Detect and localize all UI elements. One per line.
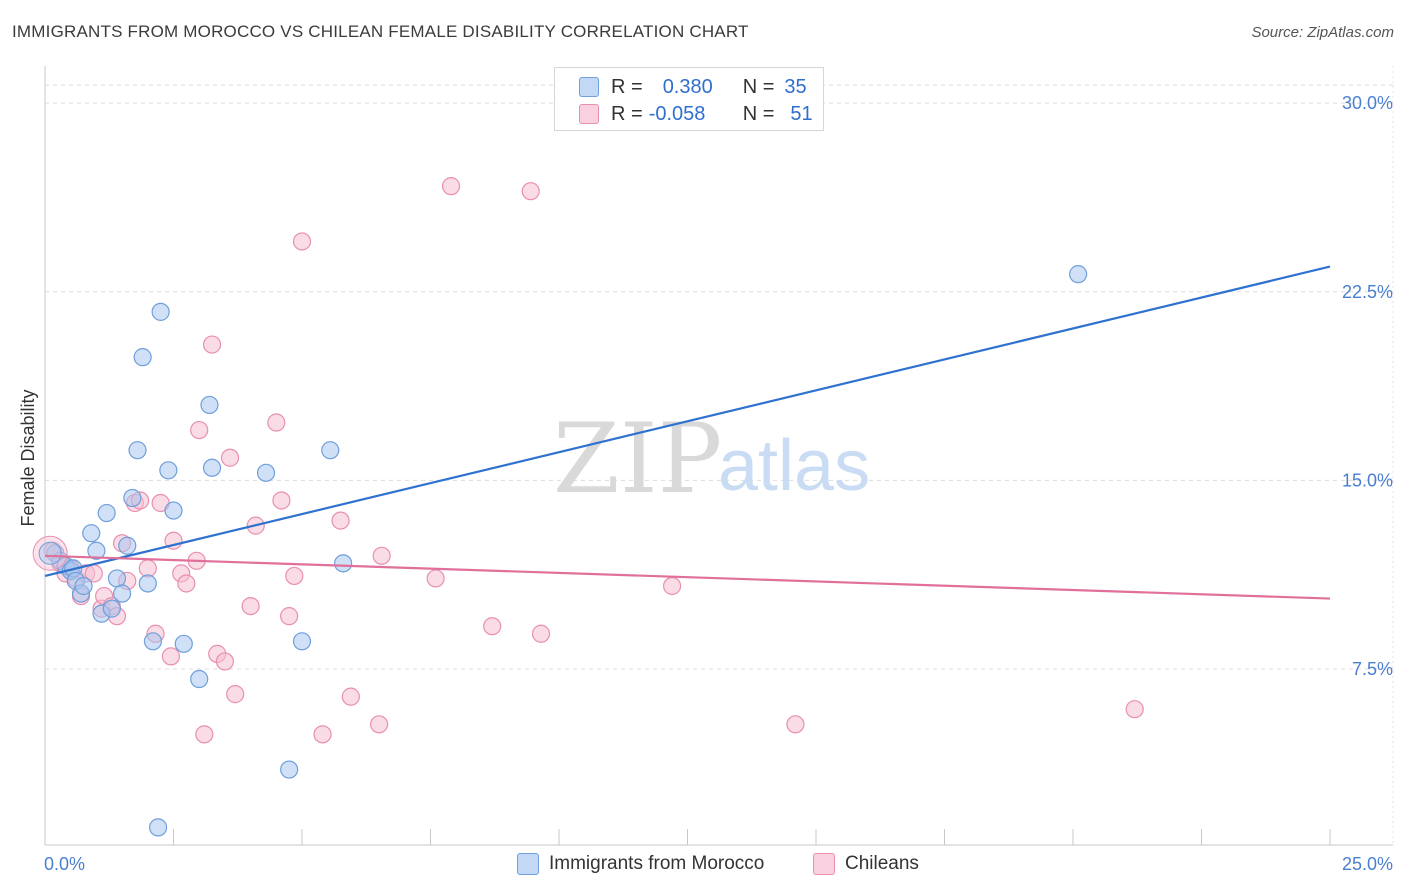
chileans-point	[272, 491, 291, 510]
bottom-legend-chileans: Chileans	[813, 851, 919, 877]
morocco-point	[174, 634, 193, 653]
morocco-point	[200, 395, 219, 415]
morocco-point	[123, 488, 142, 508]
gridlines	[45, 84, 1393, 670]
chileans-point	[226, 685, 245, 704]
morocco-point	[107, 569, 127, 588]
bottom-legend-swatch-pink	[813, 853, 835, 875]
legend-n-value: 35	[784, 75, 807, 98]
morocco-point	[280, 760, 299, 779]
morocco-point-large	[38, 541, 62, 565]
morocco-point	[148, 818, 168, 837]
chileans-point	[370, 715, 389, 734]
chileans-point	[267, 413, 286, 432]
y-axis-label: Female Disability	[18, 389, 38, 526]
chileans-point	[161, 647, 181, 666]
chileans-point	[441, 177, 461, 196]
legend-swatch-blue	[579, 77, 599, 97]
chileans-point	[521, 182, 540, 201]
morocco-point	[321, 441, 340, 460]
morocco-point	[118, 536, 137, 555]
chileans-point	[190, 420, 209, 440]
watermark-atlas: atlas	[718, 426, 870, 506]
bottom-legend-label-chileans: Chileans	[845, 853, 919, 874]
bottom-legend-morocco: Immigrants from Morocco	[517, 851, 764, 877]
chileans-point	[531, 624, 551, 643]
bottom-legend-swatch-blue	[517, 853, 539, 875]
morocco-point	[138, 574, 157, 593]
morocco-point	[82, 524, 101, 543]
watermark-zip: ZIP	[553, 403, 722, 515]
legend-n-label: N =	[742, 102, 775, 125]
chileans-point	[280, 607, 299, 626]
morocco-point	[97, 503, 116, 523]
morocco-point	[256, 463, 276, 482]
morocco-point	[128, 441, 147, 460]
morocco-point	[87, 541, 106, 560]
morocco-point	[74, 576, 93, 596]
axes	[44, 66, 1394, 846]
bottom-legend-label-morocco: Immigrants from Morocco	[549, 853, 765, 874]
chileans-point	[202, 335, 222, 354]
chileans-point	[1125, 700, 1144, 719]
morocco-point	[143, 632, 163, 651]
morocco-point	[151, 302, 170, 321]
morocco-point	[292, 632, 312, 651]
chileans-point	[292, 232, 312, 251]
data-points	[32, 177, 1144, 837]
chileans-point	[195, 725, 214, 744]
chileans-point	[786, 715, 805, 734]
chileans-point	[372, 546, 391, 565]
chileans-trend-line	[44, 554, 1331, 600]
source-label: Source: ZipAtlas.com	[1251, 24, 1394, 41]
chileans-point	[215, 652, 234, 671]
x-tick-label: 25.0%	[1342, 854, 1393, 874]
morocco-point	[102, 599, 121, 618]
chileans-point	[331, 511, 350, 530]
legend-r-value: -0.058	[648, 102, 706, 125]
morocco-point	[159, 461, 178, 480]
chileans-point	[483, 617, 502, 636]
legend-swatch-pink	[579, 104, 599, 124]
chileans-point	[313, 725, 332, 744]
morocco-point	[1069, 265, 1088, 284]
morocco-trend-line	[44, 265, 1331, 577]
morocco-point	[202, 458, 222, 477]
chileans-point	[662, 576, 682, 596]
chileans-point	[241, 596, 260, 616]
morocco-point	[112, 584, 132, 603]
y-tick-label: 15.0%	[1342, 470, 1393, 490]
chileans-point	[426, 569, 445, 588]
morocco-point	[334, 554, 353, 573]
trend-lines	[44, 265, 1331, 600]
legend-n-value: 51	[790, 102, 813, 125]
chileans-point	[341, 687, 360, 706]
correlation-legend: R = 0.380 N = 35 R = -0.058 N = 51	[554, 67, 824, 131]
legend-r-value: 0.380	[662, 75, 713, 98]
y-tick-label: 30.0%	[1342, 93, 1393, 113]
y-tick-label: 22.5%	[1342, 282, 1393, 302]
morocco-point	[133, 348, 152, 367]
tick-labels: 7.5% 15.0% 22.5% 30.0% 0.0% 25.0%	[44, 93, 1393, 874]
chileans-point	[285, 566, 304, 586]
legend-r-label: R =	[611, 75, 643, 98]
chileans-point	[220, 448, 240, 467]
legend-r-label: R =	[611, 102, 643, 125]
chileans-point-large	[32, 535, 68, 571]
chart-title: IMMIGRANTS FROM MOROCCO VS CHILEAN FEMAL…	[12, 22, 749, 41]
morocco-point	[190, 669, 209, 689]
morocco-point	[164, 501, 183, 520]
chileans-point	[177, 574, 196, 593]
y-tick-label: 7.5%	[1352, 659, 1393, 679]
legend-row-chileans: R = -0.058 N = 51	[579, 102, 813, 126]
chileans-point	[138, 559, 157, 578]
legend-row-morocco: R = 0.380 N = 35	[579, 75, 807, 99]
x-tick-label: 0.0%	[44, 854, 85, 874]
legend-n-label: N =	[742, 75, 775, 98]
